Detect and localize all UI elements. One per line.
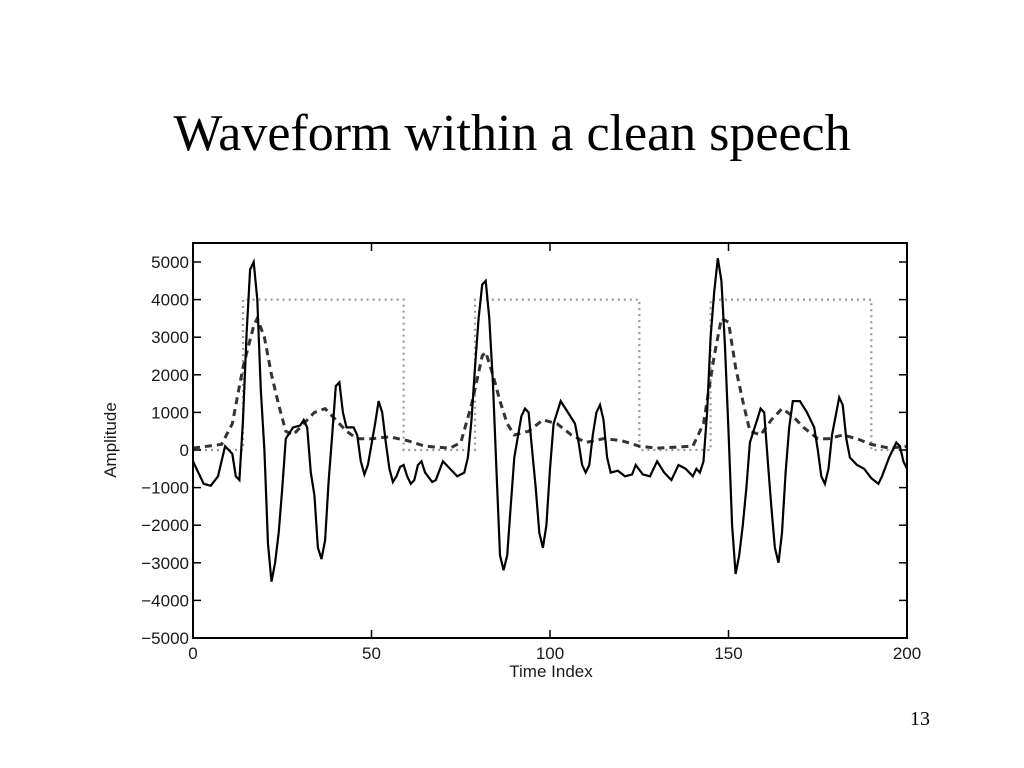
- plot-area: [193, 243, 907, 638]
- y-tick-label: −1000: [141, 479, 189, 498]
- waveform-chart: 500040003000200010000−1000−2000−3000−400…: [0, 0, 1024, 768]
- x-tick-label: 0: [188, 644, 197, 663]
- y-tick-label: 4000: [151, 291, 189, 310]
- y-tick-label: 5000: [151, 253, 189, 272]
- y-tick-label: −2000: [141, 516, 189, 535]
- y-tick-label: −3000: [141, 554, 189, 573]
- y-tick-label: 1000: [151, 403, 189, 422]
- x-tick-label: 50: [362, 644, 381, 663]
- y-tick-label: −5000: [141, 629, 189, 648]
- x-tick-label: 200: [893, 644, 921, 663]
- y-axis-label: Amplitude: [101, 402, 120, 478]
- y-tick-label: 0: [180, 441, 189, 460]
- x-axis-label: Time Index: [509, 662, 593, 681]
- x-tick-label: 100: [536, 644, 564, 663]
- x-tick-label: 150: [714, 644, 742, 663]
- y-tick-label: 2000: [151, 366, 189, 385]
- y-tick-label: −4000: [141, 591, 189, 610]
- page-number: 13: [900, 708, 940, 731]
- y-tick-label: 3000: [151, 328, 189, 347]
